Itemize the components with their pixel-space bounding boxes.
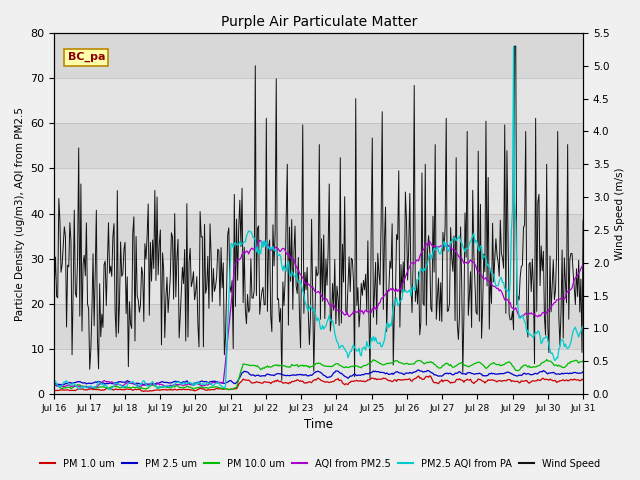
Bar (54, 168, 583, 214)
Y-axis label: Wind Speed (m/s): Wind Speed (m/s) (615, 168, 625, 260)
Bar (54, 33, 583, 78)
Bar (54, 78, 583, 123)
Bar (54, 259, 583, 304)
Legend: PM 1.0 um, PM 2.5 um, PM 10.0 um, AQI from PM2.5, PM2.5 AQI from PA, Wind Speed: PM 1.0 um, PM 2.5 um, PM 10.0 um, AQI fr… (36, 455, 604, 473)
Bar (54, 349, 583, 394)
Text: BC_pa: BC_pa (68, 52, 105, 62)
Y-axis label: Particle Density (ug/m3), AQI from PM2.5: Particle Density (ug/m3), AQI from PM2.5 (15, 107, 25, 321)
X-axis label: Time: Time (304, 419, 333, 432)
Bar (54, 214, 583, 259)
Bar (54, 304, 583, 349)
Title: Purple Air Particulate Matter: Purple Air Particulate Matter (221, 15, 417, 29)
Bar (54, 123, 583, 168)
